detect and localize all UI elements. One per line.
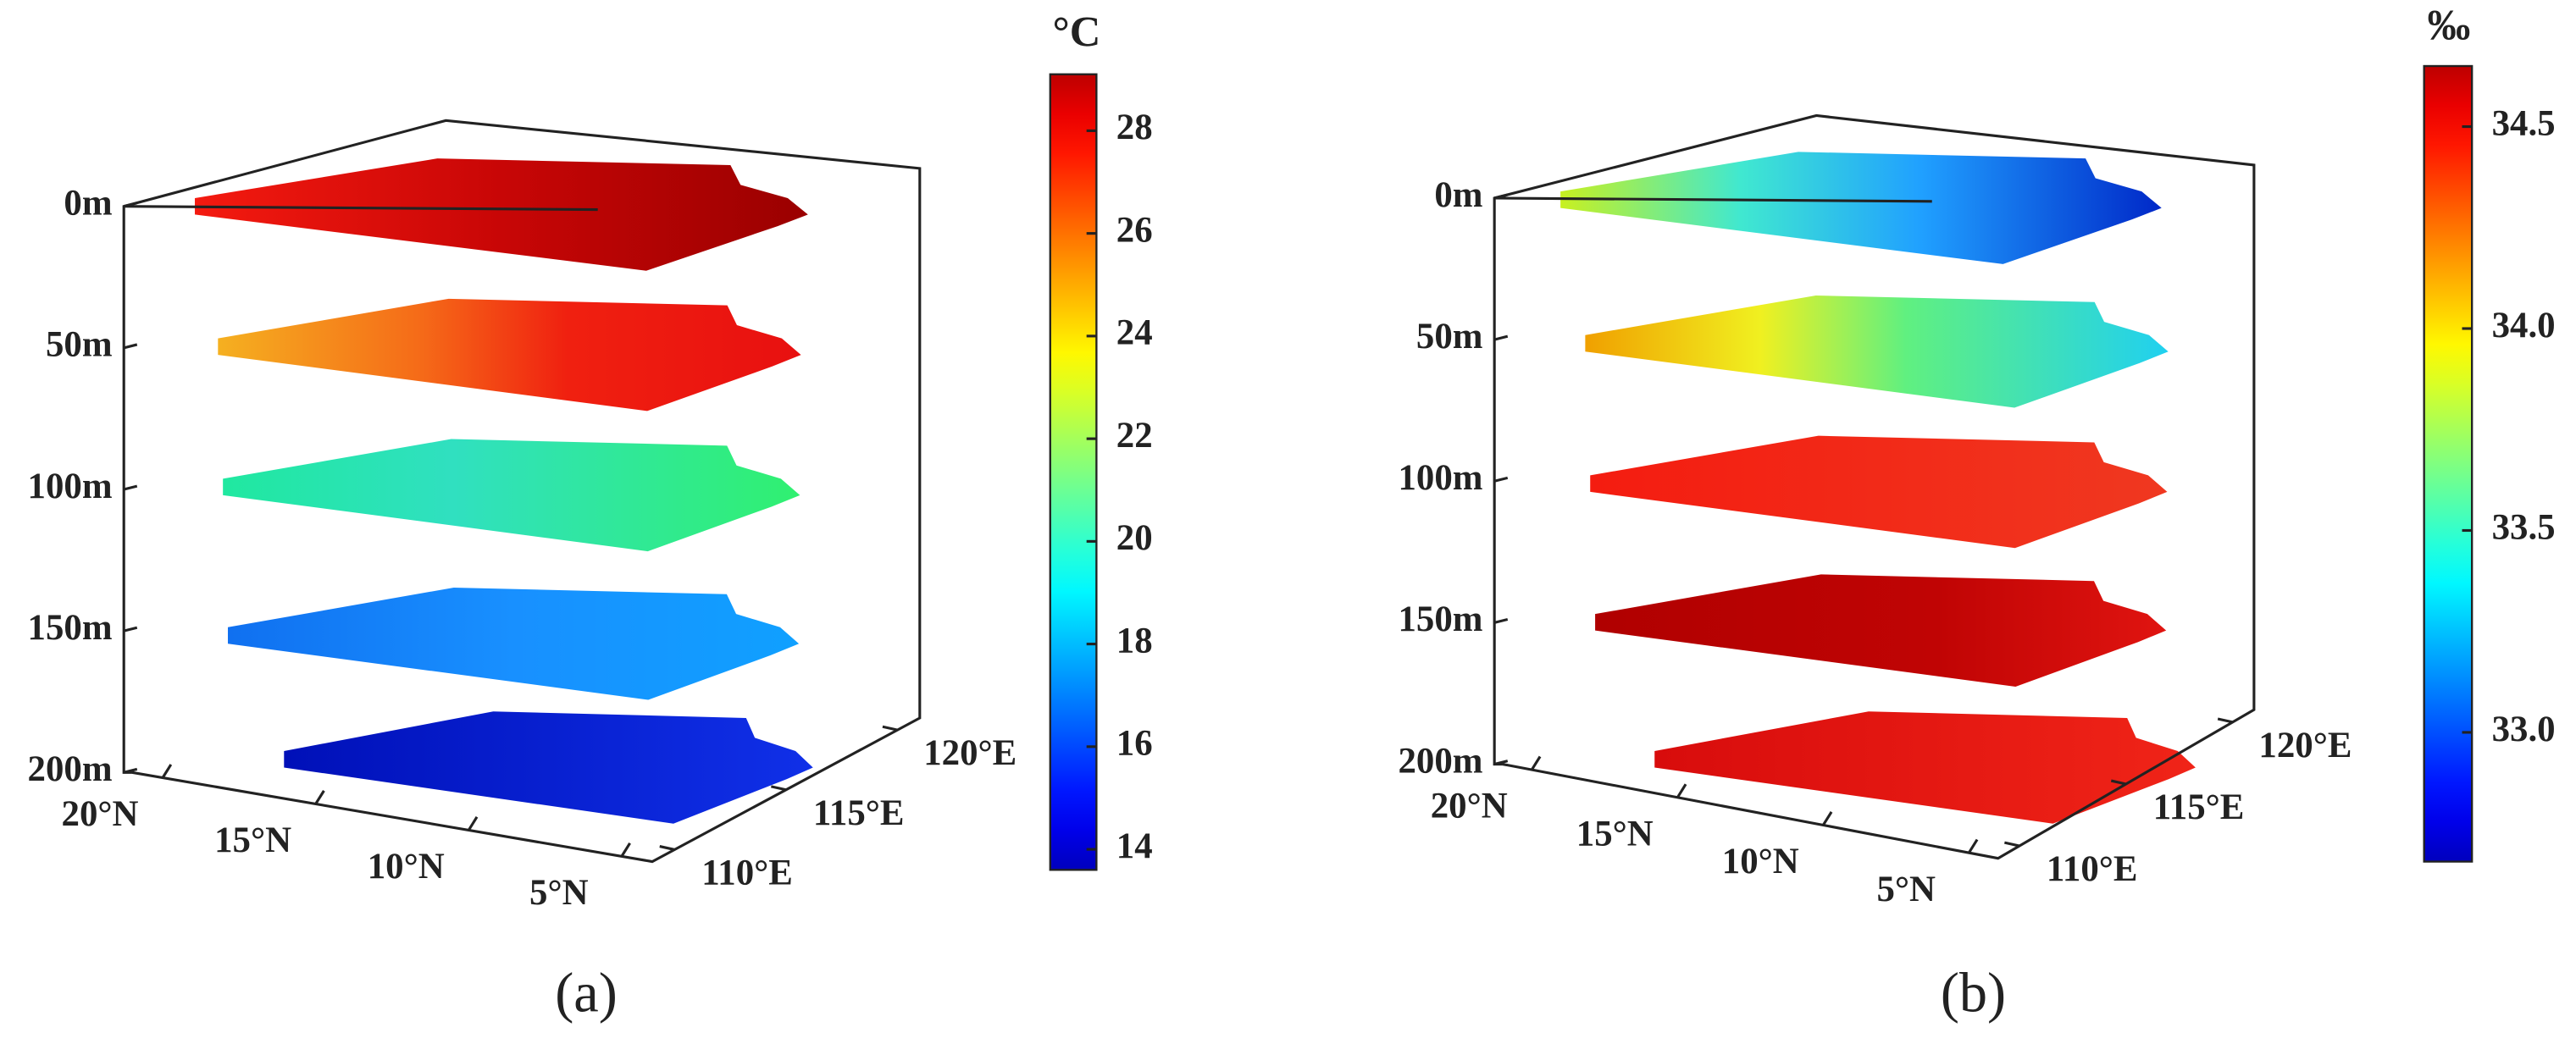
colorbar-tick-label: 33.0 (2492, 710, 2556, 749)
x-tick (620, 842, 631, 858)
depth-slice (1585, 295, 2169, 408)
colorbar (2423, 64, 2474, 863)
y-tick (771, 785, 787, 792)
y-tick (2110, 779, 2127, 786)
colorbar-tick-label: 26 (1116, 210, 1153, 250)
y-tick (2004, 841, 2020, 848)
axis-box (124, 205, 598, 212)
colorbar-tick-label: 18 (1116, 621, 1153, 660)
z-tick-label: 200m (28, 749, 113, 789)
z-tick-label: 50m (1416, 317, 1483, 356)
colorbar-tick-label: 34.0 (2492, 306, 2556, 345)
z-tick-label: 0m (64, 184, 112, 224)
axis-box (1493, 113, 2256, 860)
x-tick (1821, 811, 1833, 826)
x-tick-label: 10°N (1722, 842, 1799, 881)
x-tick (161, 764, 173, 779)
z-tick-label: 150m (28, 608, 113, 648)
z-tick (1493, 334, 1509, 341)
z-tick (123, 626, 138, 632)
x-tick-label: 10°N (368, 847, 445, 887)
z-tick (123, 484, 138, 491)
colorbar-tick-label: 33.5 (2492, 507, 2556, 547)
z-tick-label: 50m (46, 325, 113, 365)
z-tick-label: 0m (1434, 175, 1482, 215)
x-tick (1676, 783, 1687, 798)
y-tick-label: 120°E (2258, 726, 2352, 765)
colorbar-tick-label: 24 (1116, 313, 1153, 353)
z-tick-label: 200m (1398, 741, 1482, 781)
z-tick (1493, 193, 1509, 200)
x-tick-label: 15°N (214, 820, 291, 860)
x-tick-label: 5°N (1876, 870, 1936, 909)
y-tick (659, 845, 675, 851)
z-tick (1493, 476, 1509, 483)
x-tick-label: 5°N (529, 873, 589, 913)
x-tick-label: 20°N (1431, 787, 1508, 826)
colorbar (1049, 73, 1098, 871)
x-tick (467, 816, 479, 831)
x-tick-label: 15°N (1576, 814, 1654, 853)
x-tick (1530, 755, 1542, 771)
depth-slice (223, 439, 800, 552)
colorbar-unit: ‰ (2428, 2, 2471, 49)
axis-box (1494, 196, 1932, 203)
z-tick (123, 202, 138, 208)
panel-label: (b) (1941, 963, 2006, 1025)
depth-slice (228, 587, 800, 700)
depth-slice (1595, 574, 2167, 687)
colorbar-tick-label: 14 (1116, 826, 1153, 866)
y-tick (2217, 717, 2234, 724)
depth-slice (1590, 435, 2168, 549)
depth-slice (218, 298, 801, 412)
depth-slice (284, 711, 813, 824)
z-tick (123, 767, 138, 774)
colorbar-tick-label: 34.5 (2492, 103, 2556, 143)
y-tick (882, 725, 898, 732)
y-tick-label: 120°E (923, 733, 1017, 773)
z-tick (123, 343, 138, 350)
z-tick-label: 100m (1398, 458, 1482, 498)
z-tick-label: 100m (28, 467, 113, 506)
colorbar-tick-label: 20 (1116, 518, 1153, 558)
depth-slice (1654, 711, 2196, 824)
x-tick (1968, 838, 1979, 853)
z-tick (1493, 617, 1509, 624)
colorbar-tick-label: 16 (1116, 724, 1153, 764)
depth-slice (1560, 152, 2162, 264)
y-tick-label: 110°E (701, 853, 793, 892)
colorbar-unit: °C (1053, 8, 1101, 56)
z-tick-label: 150m (1398, 599, 1482, 639)
axis-box (122, 119, 922, 864)
x-tick-label: 20°N (62, 794, 139, 834)
panel-label: (a) (555, 963, 618, 1025)
y-tick-label: 115°E (813, 793, 905, 833)
colorbar-tick-label: 28 (1116, 108, 1153, 147)
y-tick-label: 110°E (2047, 849, 2138, 889)
colorbar-tick-label: 22 (1116, 416, 1153, 456)
y-tick-label: 115°E (2153, 787, 2245, 827)
x-tick (314, 790, 325, 805)
z-tick (1493, 760, 1509, 766)
depth-slice (195, 158, 808, 271)
